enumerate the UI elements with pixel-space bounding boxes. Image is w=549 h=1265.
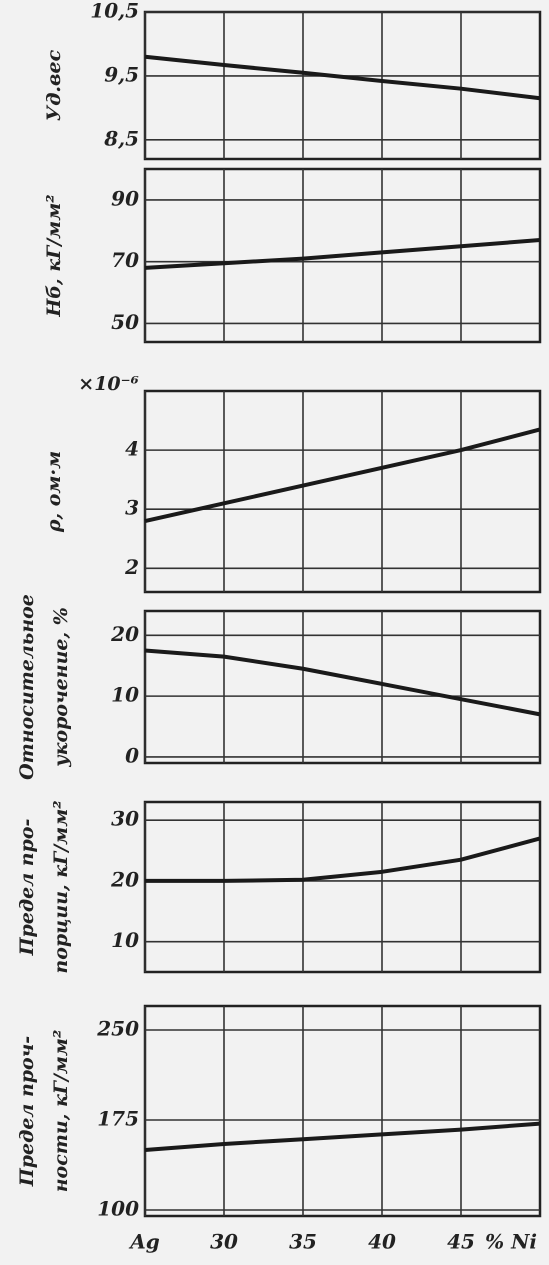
y-tick-label: 2	[124, 555, 139, 579]
panel-frame	[143, 800, 542, 974]
y-tick-label: 10,5	[90, 0, 139, 23]
y-axis-label: Предел проч-	[16, 1036, 38, 1188]
y-tick-label: 10	[111, 928, 139, 952]
y-tick-label: 9,5	[104, 62, 139, 86]
y-tick-label: 0	[125, 743, 139, 767]
panel-frame	[143, 389, 542, 594]
x-tick-label: 45	[447, 1230, 475, 1254]
y-tick-label: 20	[110, 622, 139, 646]
data-line	[144, 648, 541, 717]
y-axis-label: укорочение, %	[50, 607, 72, 768]
data-line	[144, 1121, 541, 1152]
x-tick-label: 35	[289, 1230, 317, 1254]
y-tick-label: 250	[96, 1017, 139, 1041]
y-tick-label: 50	[111, 310, 139, 334]
annotation: ×10⁻⁶	[78, 373, 139, 395]
y-axis-label: порции, кГ/мм²	[50, 800, 72, 973]
x-axis-label: % Ni	[485, 1230, 537, 1254]
panel-frame	[143, 1004, 542, 1218]
y-tick-label: 8,5	[103, 126, 139, 150]
y-axis-label: Предел про-	[16, 818, 38, 956]
data-line	[145, 836, 541, 883]
y-axis-label: ности, кГ/мм²	[50, 1030, 72, 1193]
y-tick-label: 20	[110, 867, 139, 891]
y-tick-label: 4	[125, 437, 139, 461]
y-tick-label: 10	[111, 683, 139, 707]
panel-frame	[143, 609, 542, 765]
y-axis-label: Уд.вес	[43, 49, 65, 121]
y-tick-label: 175	[97, 1107, 139, 1131]
y-tick-label: 3	[125, 496, 139, 520]
x-tick-label: 40	[368, 1230, 396, 1254]
data-line	[144, 54, 541, 101]
y-tick-label: 90	[111, 186, 139, 210]
y-axis-label: Относительное	[16, 594, 38, 780]
y-tick-label: 30	[111, 807, 139, 831]
x-tick-label: Ag	[128, 1230, 160, 1254]
data-line	[144, 238, 541, 270]
y-axis-label: Hб, кГ/мм²	[43, 194, 65, 317]
y-tick-label: 70	[111, 248, 139, 272]
data-line	[144, 427, 541, 524]
panel-frame	[143, 10, 542, 161]
y-axis-label: ρ, ом·м	[43, 451, 65, 533]
x-tick-label: 30	[210, 1230, 238, 1254]
y-tick-label: 100	[97, 1197, 139, 1221]
